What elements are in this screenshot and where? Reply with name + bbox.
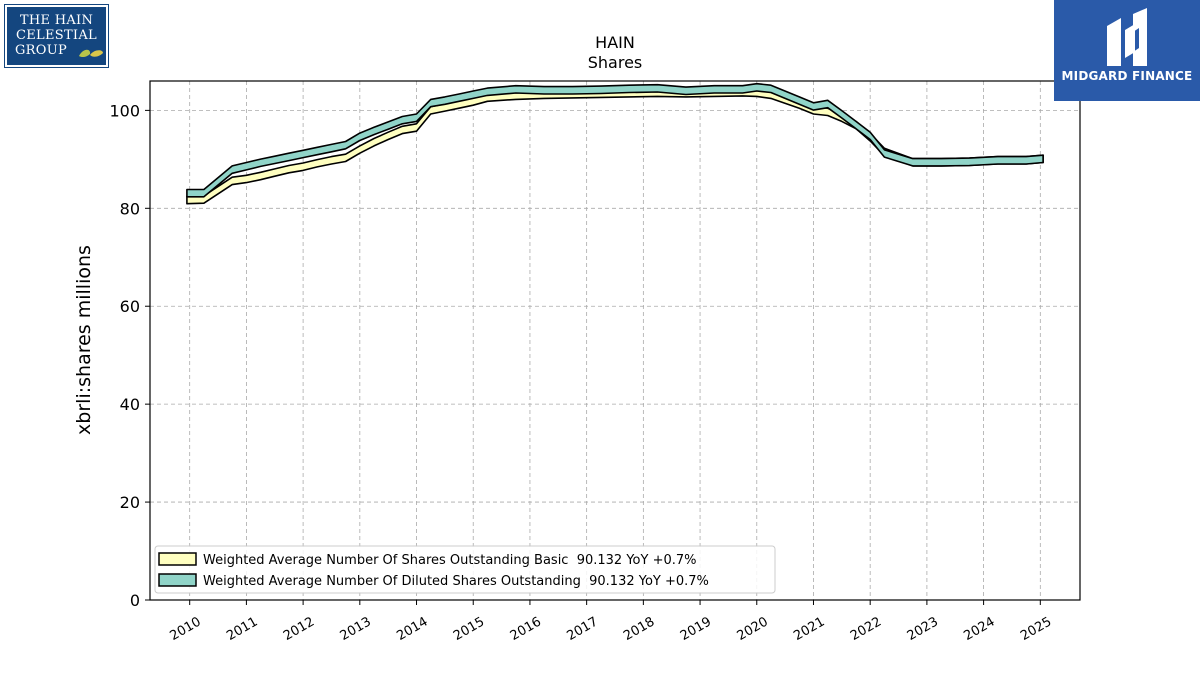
- x-tick-label-2016: 2016: [508, 614, 544, 644]
- x-tick-label-2024: 2024: [961, 614, 997, 644]
- x-tick-label-2022: 2022: [848, 614, 884, 644]
- x-tick-label-2020: 2020: [735, 614, 771, 644]
- chart-title: HAIN: [595, 33, 635, 52]
- legend-swatch-diluted: [158, 573, 197, 587]
- x-tick-label-2012: 2012: [281, 614, 317, 644]
- plot-frame: [149, 80, 1081, 601]
- legend-label-basic: Weighted Average Number Of Shares Outsta…: [203, 553, 697, 568]
- logo-text-line-3: GROUP: [15, 43, 68, 58]
- x-tick-label-2013: 2013: [338, 614, 374, 644]
- series-bands: [186, 82, 1044, 205]
- x-tick-label-2021: 2021: [791, 614, 827, 644]
- legend-box: [154, 545, 776, 594]
- y-tick-label-20: 20: [120, 493, 140, 512]
- series-band-basic: [186, 87, 1044, 205]
- midgard-finance-logo: MIDGARD FINANCE: [1054, 0, 1200, 101]
- x-tick-label-2019: 2019: [678, 614, 714, 644]
- midgard-finance-name: MIDGARD FINANCE: [1061, 69, 1193, 83]
- legend: Weighted Average Number Of Shares Outsta…: [154, 545, 776, 594]
- logo-text-line-1: THE HAIN: [19, 13, 94, 28]
- x-tick-label-2011: 2011: [224, 614, 260, 644]
- chart-subtitle: Shares: [588, 53, 643, 72]
- x-tick-label-2015: 2015: [451, 614, 487, 644]
- x-tick-label-2010: 2010: [168, 614, 204, 644]
- x-tick-label-2025: 2025: [1018, 614, 1054, 644]
- midgard-mark-icon: [1107, 8, 1147, 66]
- leaf-icon: [79, 49, 103, 58]
- x-tick-label-2023: 2023: [905, 614, 941, 644]
- y-tick-label-0: 0: [130, 591, 140, 610]
- y-tick-label-100: 100: [109, 101, 140, 120]
- logo-text-line-2: CELESTIAL: [16, 28, 97, 43]
- legend-swatch-basic: [158, 552, 197, 566]
- x-axis-ticks: 2010 2011 2012 2013 2014 2015 2016 2017 2018 2019…: [168, 600, 1054, 644]
- x-tick-label-2018: 2018: [621, 614, 657, 644]
- y-tick-label-80: 80: [120, 199, 140, 218]
- y-tick-label-40: 40: [120, 395, 140, 414]
- series-band-diluted: [186, 82, 1044, 198]
- y-axis-ticks: 0 20 40 60 80 100: [109, 101, 150, 610]
- hain-celestial-logo: THE HAIN CELESTIAL GROUP: [4, 4, 109, 68]
- x-tick-label-2014: 2014: [394, 614, 430, 644]
- x-tick-label-2017: 2017: [564, 614, 600, 644]
- y-tick-label-60: 60: [120, 297, 140, 316]
- legend-label-diluted: Weighted Average Number Of Diluted Share…: [203, 574, 709, 589]
- y-axis-label: xbrli:shares millions: [73, 245, 95, 435]
